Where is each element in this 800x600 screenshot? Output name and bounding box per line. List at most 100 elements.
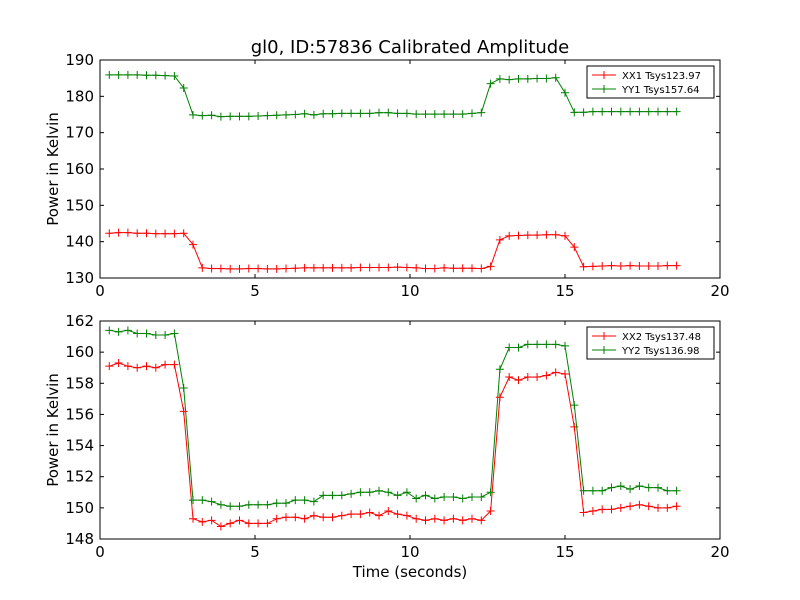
top-data-point bbox=[393, 109, 402, 118]
bottom-data-point bbox=[198, 496, 207, 505]
top-data-point bbox=[384, 108, 393, 117]
bottom-data-point bbox=[477, 492, 486, 501]
bottom-legend-label: YY2 Tsys136.98 bbox=[621, 346, 700, 357]
bottom-data-point bbox=[356, 488, 365, 497]
bottom-data-point bbox=[542, 371, 551, 380]
bottom-ytick-label: 160 bbox=[65, 343, 94, 361]
top-data-point bbox=[495, 74, 504, 83]
bottom-data-point bbox=[523, 340, 532, 349]
top-data-point bbox=[393, 263, 402, 272]
bottom-ytick-label: 156 bbox=[65, 405, 94, 423]
bottom-data-point bbox=[337, 511, 346, 520]
top-xtick-label: 20 bbox=[710, 282, 729, 300]
top-data-point bbox=[533, 231, 542, 240]
top-data-point bbox=[505, 231, 514, 240]
top-data-point bbox=[365, 109, 374, 118]
bottom-data-point bbox=[393, 491, 402, 500]
top-data-point bbox=[328, 109, 337, 118]
top-data-point bbox=[588, 107, 597, 116]
top-data-point bbox=[551, 73, 560, 82]
top-data-point bbox=[458, 264, 467, 273]
bottom-data-point bbox=[375, 511, 383, 520]
top-data-point bbox=[598, 262, 607, 271]
top-data-point bbox=[263, 111, 272, 120]
bottom-data-point bbox=[579, 508, 588, 517]
top-data-point bbox=[189, 110, 197, 119]
bottom-subplot: 0 5 10 15 20 148 150 152 154 156 158 160 162 Power in… bbox=[44, 312, 730, 581]
bottom-data-point bbox=[421, 491, 430, 500]
top-xtick-label: 0 bbox=[95, 282, 105, 300]
top-data-point bbox=[365, 263, 374, 272]
top-data-point bbox=[542, 74, 551, 83]
top-data-point bbox=[440, 110, 449, 119]
top-data-point bbox=[635, 262, 644, 271]
top-data-point bbox=[635, 107, 644, 116]
top-data-point bbox=[626, 261, 635, 270]
top-data-point bbox=[133, 229, 142, 238]
bottom-data-point bbox=[337, 491, 346, 500]
bottom-data-point bbox=[300, 496, 309, 505]
bottom-data-point bbox=[663, 486, 672, 495]
bottom-data-point bbox=[672, 486, 681, 495]
top-legend-box bbox=[586, 65, 715, 99]
top-data-point bbox=[142, 229, 151, 238]
bottom-data-point bbox=[654, 483, 662, 492]
bottom-data-point bbox=[440, 516, 449, 525]
bottom-data-point bbox=[114, 327, 123, 336]
top-data-point bbox=[319, 263, 328, 272]
top-legend: XX1 Tsys123.97 YY1 Tsys157.64 bbox=[586, 65, 715, 99]
bottom-data-point bbox=[263, 519, 272, 528]
top-data-point bbox=[198, 111, 207, 120]
bottom-data-point bbox=[644, 483, 653, 492]
top-data-point bbox=[654, 262, 662, 271]
bottom-legend-box bbox=[586, 326, 715, 360]
top-data-point bbox=[598, 107, 607, 116]
top-data-point bbox=[291, 264, 300, 273]
bottom-xtick-label: 0 bbox=[95, 543, 105, 561]
bottom-data-point bbox=[384, 506, 393, 515]
top-data-point bbox=[486, 79, 495, 88]
bottom-data-point bbox=[105, 326, 114, 335]
bottom-ytick-label: 154 bbox=[65, 437, 94, 455]
top-data-point bbox=[468, 109, 476, 118]
bottom-ytick-label: 152 bbox=[65, 468, 94, 486]
bottom-data-point bbox=[347, 510, 356, 519]
top-data-point bbox=[123, 70, 132, 79]
top-data-point bbox=[449, 110, 458, 119]
bottom-data-point bbox=[635, 482, 644, 491]
bottom-data-point bbox=[142, 329, 151, 338]
bottom-data-point bbox=[207, 497, 216, 506]
top-data-point bbox=[254, 264, 263, 273]
bottom-ytick-label: 150 bbox=[65, 499, 94, 517]
top-data-point bbox=[263, 264, 272, 273]
bottom-data-point bbox=[272, 514, 281, 523]
bottom-data-point bbox=[626, 502, 635, 511]
top-ytick-label: 130 bbox=[65, 269, 94, 287]
bottom-data-point bbox=[505, 373, 514, 382]
top-data-point bbox=[440, 263, 449, 272]
top-data-point bbox=[542, 230, 551, 239]
bottom-data-point bbox=[570, 401, 579, 410]
top-data-point bbox=[616, 107, 625, 116]
bottom-data-point bbox=[533, 340, 542, 349]
top-data-point bbox=[170, 229, 179, 238]
top-data-point bbox=[216, 264, 225, 273]
top-data-point bbox=[477, 108, 486, 117]
top-data-point bbox=[384, 263, 393, 272]
bottom-data-point bbox=[226, 519, 235, 528]
top-ytick-label: 180 bbox=[65, 87, 94, 105]
top-data-point bbox=[347, 263, 356, 272]
bottom-data-point bbox=[189, 496, 197, 505]
bottom-data-point bbox=[486, 488, 495, 497]
bottom-data-point bbox=[282, 513, 290, 522]
top-data-point bbox=[291, 110, 300, 119]
bottom-xtick-label: 20 bbox=[710, 543, 729, 561]
bottom-data-point bbox=[189, 514, 197, 523]
bottom-data-point bbox=[291, 513, 300, 522]
bottom-data-point bbox=[449, 492, 458, 501]
top-data-point bbox=[142, 71, 151, 80]
top-data-point bbox=[607, 107, 616, 116]
top-data-point bbox=[300, 263, 309, 272]
bottom-data-point bbox=[495, 365, 504, 374]
